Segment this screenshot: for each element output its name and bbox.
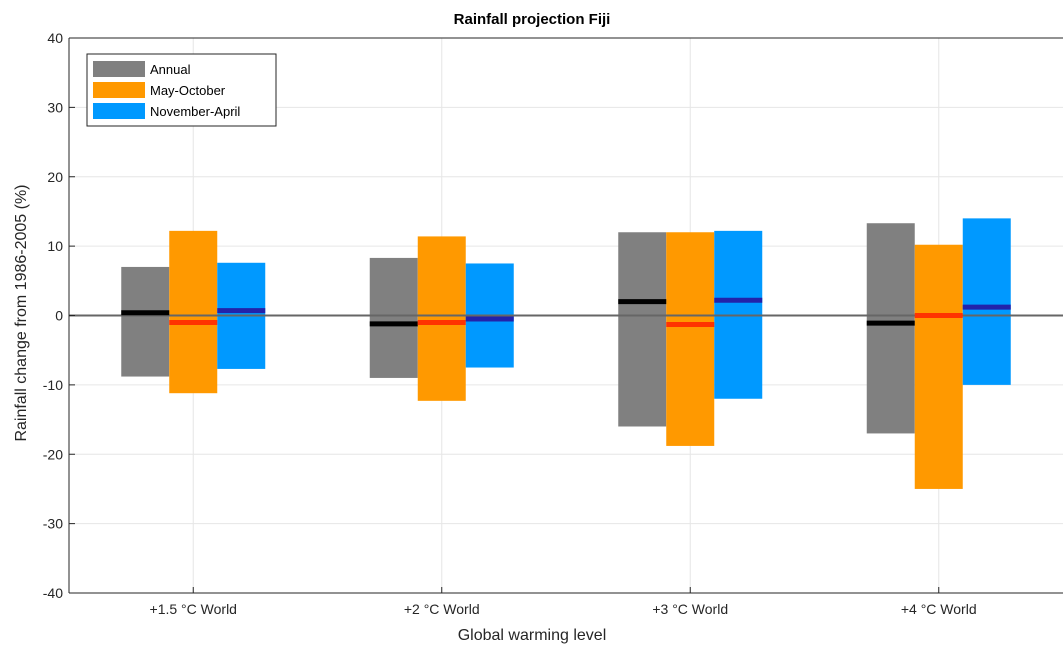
- y-tick-label: -10: [43, 377, 63, 393]
- y-tick-label: -30: [43, 516, 63, 532]
- x-tick-label: +3 °C World: [652, 601, 728, 617]
- chart-title: Rainfall projection Fiji: [454, 11, 611, 28]
- y-tick-label: -20: [43, 446, 63, 462]
- bar-2: [914, 244, 963, 489]
- y-tick-label: 30: [47, 99, 63, 115]
- legend-label: May-October: [150, 83, 226, 98]
- bar-1: [866, 223, 915, 434]
- y-axis-label: Rainfall change from 1986-2005 (%): [13, 184, 30, 441]
- bar-2: [666, 232, 715, 446]
- x-axis-label: Global warming level: [458, 627, 607, 644]
- y-tick-label: 20: [47, 169, 63, 185]
- legend-label: Annual: [150, 62, 191, 77]
- y-tick-label: 10: [47, 238, 63, 254]
- bar-3: [962, 218, 1011, 385]
- bar-1: [618, 232, 667, 427]
- bar-2: [169, 230, 218, 394]
- legend-swatch: [93, 61, 145, 77]
- legend-swatch: [93, 82, 145, 98]
- x-tick-label: +4 °C World: [901, 601, 977, 617]
- legend-label: November-April: [150, 104, 240, 119]
- y-tick-label: 40: [47, 30, 63, 46]
- legend: Annual May-October November-April: [86, 53, 277, 127]
- y-tick-label: 0: [55, 308, 63, 324]
- x-tick-label: +1.5 °C World: [150, 601, 237, 617]
- legend-swatch: [93, 103, 145, 119]
- bar-2: [417, 236, 466, 401]
- bars-layer: [69, 218, 1063, 489]
- bar-1: [121, 266, 170, 377]
- axes-layer: -40 -30 -20 -10 0 10 20 30 40 +1.5 °C World +2 °C …: [43, 30, 1063, 617]
- y-tick-label: -40: [43, 585, 63, 601]
- bar-1: [369, 257, 418, 378]
- x-tick-label: +2 °C World: [404, 601, 480, 617]
